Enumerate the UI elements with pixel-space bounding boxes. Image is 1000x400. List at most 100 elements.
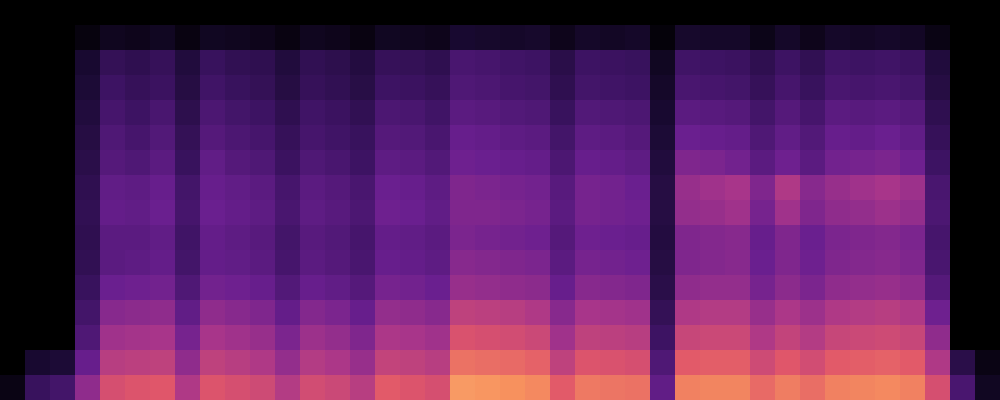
cell	[450, 75, 476, 101]
cell	[900, 250, 926, 276]
cell	[300, 75, 326, 101]
cell	[150, 0, 176, 26]
cell	[75, 300, 101, 326]
cell	[625, 250, 651, 276]
cell	[100, 175, 126, 201]
cell	[575, 225, 601, 251]
cell	[75, 225, 101, 251]
cell	[125, 125, 151, 151]
cell	[900, 275, 926, 301]
cell	[875, 225, 901, 251]
cell	[100, 225, 126, 251]
cell	[875, 50, 901, 76]
cell	[225, 375, 251, 400]
cell	[600, 375, 626, 400]
cell	[475, 375, 501, 400]
cell	[675, 375, 701, 400]
cell	[750, 350, 776, 376]
cell	[525, 75, 551, 101]
cell	[475, 150, 501, 176]
cell	[0, 250, 26, 276]
cell	[750, 375, 776, 400]
cell	[650, 100, 676, 126]
cell	[75, 375, 101, 400]
cell	[175, 50, 201, 76]
cell	[975, 0, 1000, 26]
cell	[275, 200, 301, 226]
cell	[875, 300, 901, 326]
cell	[325, 350, 351, 376]
cell	[100, 300, 126, 326]
cell	[50, 175, 76, 201]
cell	[725, 300, 751, 326]
cell	[450, 225, 476, 251]
cell	[300, 0, 326, 26]
cell	[175, 25, 201, 51]
cell	[100, 50, 126, 76]
cell	[0, 350, 26, 376]
cell	[175, 0, 201, 26]
cell	[850, 325, 876, 351]
cell	[575, 100, 601, 126]
cell	[600, 100, 626, 126]
cell	[375, 175, 401, 201]
cell	[75, 75, 101, 101]
cell	[50, 25, 76, 51]
cell	[300, 25, 326, 51]
cell	[975, 350, 1000, 376]
cell	[825, 75, 851, 101]
cell	[625, 325, 651, 351]
cell	[375, 375, 401, 400]
cell	[0, 200, 26, 226]
cell	[975, 175, 1000, 201]
cell	[150, 25, 176, 51]
cell	[950, 225, 976, 251]
cell	[150, 125, 176, 151]
cell	[550, 150, 576, 176]
cell	[425, 175, 451, 201]
cell	[900, 100, 926, 126]
cell	[725, 125, 751, 151]
cell	[900, 125, 926, 151]
cell	[900, 0, 926, 26]
cell	[50, 225, 76, 251]
cell	[50, 100, 76, 126]
cell	[775, 175, 801, 201]
cell	[375, 300, 401, 326]
cell	[275, 350, 301, 376]
cell	[225, 250, 251, 276]
cell	[800, 25, 826, 51]
cell	[625, 275, 651, 301]
cell	[750, 325, 776, 351]
cell	[500, 125, 526, 151]
cell	[850, 350, 876, 376]
cell	[775, 75, 801, 101]
cell	[300, 350, 326, 376]
cell	[400, 375, 426, 400]
cell	[975, 300, 1000, 326]
cell	[725, 225, 751, 251]
cell	[325, 250, 351, 276]
cell	[850, 75, 876, 101]
cell	[550, 250, 576, 276]
cell	[250, 125, 276, 151]
cell	[625, 300, 651, 326]
cell	[825, 150, 851, 176]
cell	[400, 250, 426, 276]
cell	[50, 125, 76, 151]
cell	[725, 0, 751, 26]
cell	[650, 325, 676, 351]
cell	[125, 75, 151, 101]
cell	[625, 175, 651, 201]
cell	[600, 325, 626, 351]
cell	[925, 150, 951, 176]
cell	[950, 150, 976, 176]
cell	[350, 75, 376, 101]
cell	[275, 300, 301, 326]
cell	[825, 250, 851, 276]
cell	[525, 50, 551, 76]
cell	[375, 25, 401, 51]
cell	[825, 25, 851, 51]
cell	[400, 225, 426, 251]
cell	[100, 0, 126, 26]
